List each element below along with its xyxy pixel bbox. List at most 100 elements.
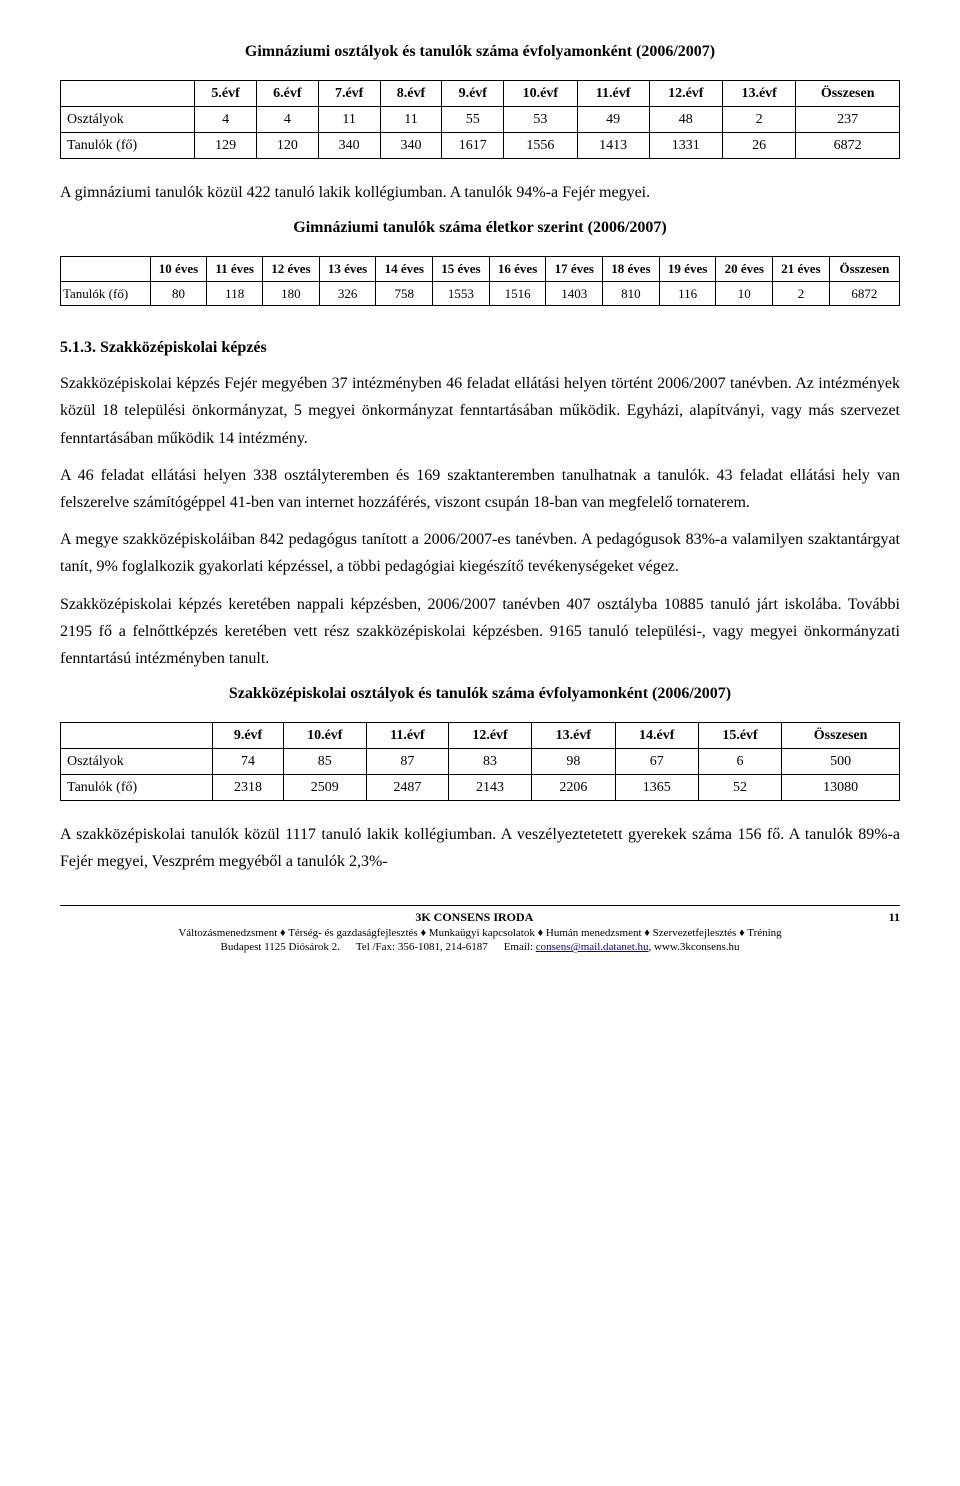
footer-keywords: Változásmenedzsment ♦ Térség- és gazdasá… (60, 926, 900, 940)
table-header: 13.évf (722, 81, 795, 107)
table-header: 17 éves (546, 257, 603, 282)
table-cell: 2 (773, 281, 830, 306)
footer-page: 11 (889, 910, 900, 926)
table-cell: 2143 (448, 775, 531, 801)
paragraph-1: A gimnáziumi tanulók közül 422 tanuló la… (60, 179, 900, 206)
table-cell: 4 (256, 107, 318, 133)
table-header: 10.évf (283, 723, 366, 749)
footer-org: 3K CONSENS IRODA (415, 910, 533, 926)
table-cell: 237 (796, 107, 900, 133)
table-header: 10.évf (504, 81, 577, 107)
table-cell: 83 (448, 749, 531, 775)
table-header: 18 éves (603, 257, 660, 282)
table-cell: Tanulók (fő) (61, 281, 151, 306)
table-cell: 120 (256, 133, 318, 159)
table-header (61, 723, 213, 749)
table-cell: 1331 (649, 133, 722, 159)
table-cell: Tanulók (fő) (61, 775, 213, 801)
table-cell: 758 (376, 281, 433, 306)
table-header: 12.évf (448, 723, 531, 749)
table-cell: 6872 (796, 133, 900, 159)
table-cell: Tanulók (fő) (61, 133, 195, 159)
table-header: 8.évf (380, 81, 442, 107)
table-header: 20 éves (716, 257, 773, 282)
table-cell: 2509 (283, 775, 366, 801)
table-cell: 118 (207, 281, 263, 306)
paragraph-2: A szakközépiskolai tanulók közül 1117 ta… (60, 821, 900, 875)
table-row: Osztályok7485878398676500 (61, 749, 900, 775)
table-header: 14.évf (615, 723, 698, 749)
table-header: Összesen (782, 723, 900, 749)
table-header: 7.évf (318, 81, 380, 107)
table-cell: 1556 (504, 133, 577, 159)
table-cell: 340 (318, 133, 380, 159)
table-header: 9.évf (442, 81, 504, 107)
table-cell: Osztályok (61, 107, 195, 133)
table-row: Tanulók (fő)2318250924872143220613655213… (61, 775, 900, 801)
table-cell: 48 (649, 107, 722, 133)
table-header: 5.évf (195, 81, 257, 107)
table-header: 12 éves (263, 257, 320, 282)
footer-email: Email: consens@mail.datanet.hu, www.3kco… (504, 940, 740, 954)
table-header: 13 éves (319, 257, 376, 282)
table-header: Összesen (796, 81, 900, 107)
table-header (61, 81, 195, 107)
table-row: Tanulók (fő)1291203403401617155614131331… (61, 133, 900, 159)
table-cell: 49 (577, 107, 649, 133)
table-header: 15.évf (698, 723, 781, 749)
table1-title: Gimnáziumi osztályok és tanulók száma év… (60, 40, 900, 64)
table-cell: 1403 (546, 281, 603, 306)
table-cell: 13080 (782, 775, 900, 801)
table2: 10 éves11 éves12 éves13 éves14 éves15 év… (60, 256, 900, 306)
table-row: Tanulók (fő)8011818032675815531516140381… (61, 281, 900, 306)
table-cell: 53 (504, 107, 577, 133)
table-cell: 10 (716, 281, 773, 306)
table-row: Osztályok441111555349482237 (61, 107, 900, 133)
table-cell: 1413 (577, 133, 649, 159)
body-paragraph: A megye szakközépiskoláiban 842 pedagógu… (60, 526, 900, 580)
table-header: 12.évf (649, 81, 722, 107)
table3: 9.évf10.évf11.évf12.évf13.évf14.évf15.év… (60, 722, 900, 801)
table-cell: 2206 (532, 775, 615, 801)
footer-email-link[interactable]: consens@mail.datanet.hu (536, 941, 649, 953)
body-text: Szakközépiskolai képzés Fejér megyében 3… (60, 370, 900, 672)
table-header (61, 257, 151, 282)
table-cell: 55 (442, 107, 504, 133)
table-cell: 1365 (615, 775, 698, 801)
table-header: Összesen (829, 257, 899, 282)
table-header: 19 éves (659, 257, 716, 282)
table-header: 21 éves (773, 257, 830, 282)
table-cell: 80 (150, 281, 207, 306)
table-header: 13.évf (532, 723, 615, 749)
table-cell: 1516 (489, 281, 546, 306)
table-cell: 4 (195, 107, 257, 133)
table-cell: 74 (213, 749, 283, 775)
table-header: 11.évf (366, 723, 448, 749)
footer-tel: Tel /Fax: 356-1081, 214-6187 (356, 940, 488, 954)
table-cell: 6 (698, 749, 781, 775)
table-header: 15 éves (433, 257, 490, 282)
table-cell: 98 (532, 749, 615, 775)
table-cell: 180 (263, 281, 320, 306)
table-cell: 26 (722, 133, 795, 159)
footer-address: Budapest 1125 Diósárok 2. (221, 940, 340, 954)
body-paragraph: Szakközépiskolai képzés Fejér megyében 3… (60, 370, 900, 452)
body-paragraph: Szakközépiskolai képzés keretében nappal… (60, 591, 900, 673)
table-cell: 129 (195, 133, 257, 159)
table-header: 14 éves (376, 257, 433, 282)
table-cell: 6872 (829, 281, 899, 306)
table-cell: 11 (318, 107, 380, 133)
table-cell: 67 (615, 749, 698, 775)
table1: 5.évf6.évf7.évf8.évf9.évf10.évf11.évf12.… (60, 80, 900, 159)
footer: 3K CONSENS IRODA 11 Változásmenedzsment … (60, 910, 900, 954)
table-cell: Osztályok (61, 749, 213, 775)
table-header: 16 éves (489, 257, 546, 282)
table-cell: 2487 (366, 775, 448, 801)
footer-separator (60, 905, 900, 906)
table-cell: 85 (283, 749, 366, 775)
table-cell: 52 (698, 775, 781, 801)
table-cell: 500 (782, 749, 900, 775)
table-cell: 326 (319, 281, 376, 306)
section-heading: 5.1.3. Szakközépiskolai képzés (60, 336, 900, 360)
table-cell: 2 (722, 107, 795, 133)
